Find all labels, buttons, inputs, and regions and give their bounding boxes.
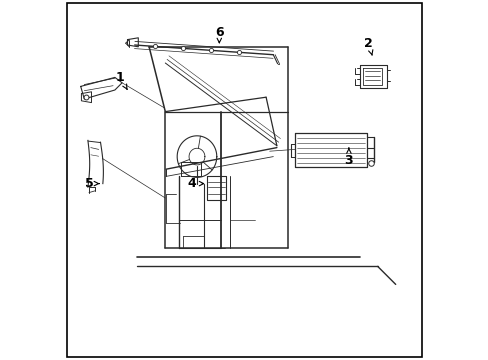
Text: 5: 5 xyxy=(84,177,99,190)
Text: 6: 6 xyxy=(215,26,223,43)
Text: 3: 3 xyxy=(344,148,352,167)
Text: 2: 2 xyxy=(364,37,372,55)
Text: 4: 4 xyxy=(187,177,203,190)
Text: 1: 1 xyxy=(116,71,127,89)
